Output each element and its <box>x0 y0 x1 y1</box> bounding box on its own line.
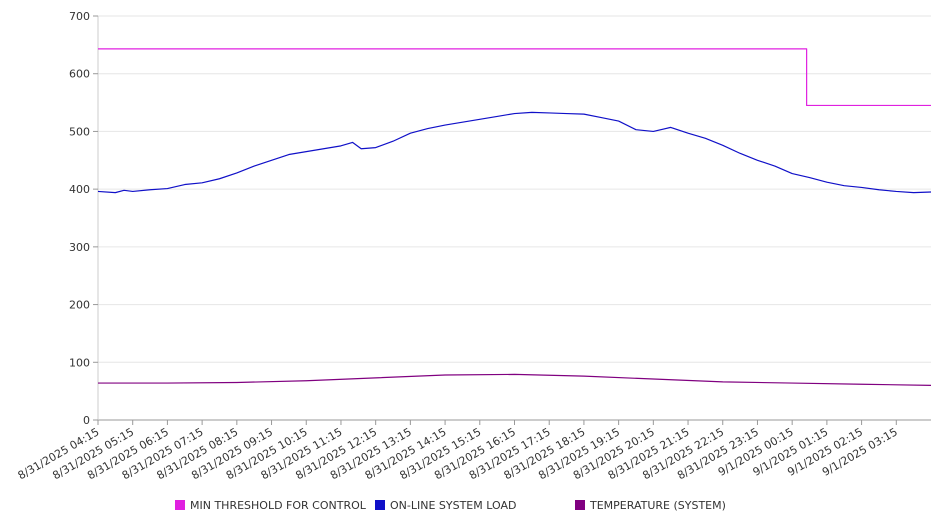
legend-label: TEMPERATURE (SYSTEM) <box>589 499 726 512</box>
x-axis-ticks: 8/31/2025 04:158/31/2025 05:158/31/2025 … <box>16 420 900 482</box>
series-line-1 <box>98 48 931 107</box>
y-tick-label: 100 <box>69 356 90 369</box>
y-tick-label: 300 <box>69 241 90 254</box>
y-tick-label: 400 <box>69 183 90 196</box>
legend-swatch <box>175 500 185 510</box>
y-tick-label: 700 <box>69 10 90 23</box>
legend-swatch <box>575 500 585 510</box>
legend: MIN THRESHOLD FOR CONTROL ON-LINE SYSTEM … <box>175 499 726 512</box>
series-line-3 <box>98 373 932 386</box>
y-tick-label: 0 <box>83 414 90 427</box>
y-tick-label: 600 <box>69 68 90 81</box>
y-tick-label: 200 <box>69 299 90 312</box>
grid-lines <box>98 15 931 363</box>
y-tick-label: 500 <box>69 125 90 138</box>
legend-label: ON-LINE SYSTEM LOAD <box>390 499 516 512</box>
legend-swatch <box>375 500 385 510</box>
series-line-2 <box>97 111 932 194</box>
y-axis-ticks: 0 100 200 300 400 500 600 700 <box>69 10 98 427</box>
legend-label: MIN THRESHOLD FOR CONTROL <box>190 499 367 512</box>
series-lines <box>97 48 932 386</box>
